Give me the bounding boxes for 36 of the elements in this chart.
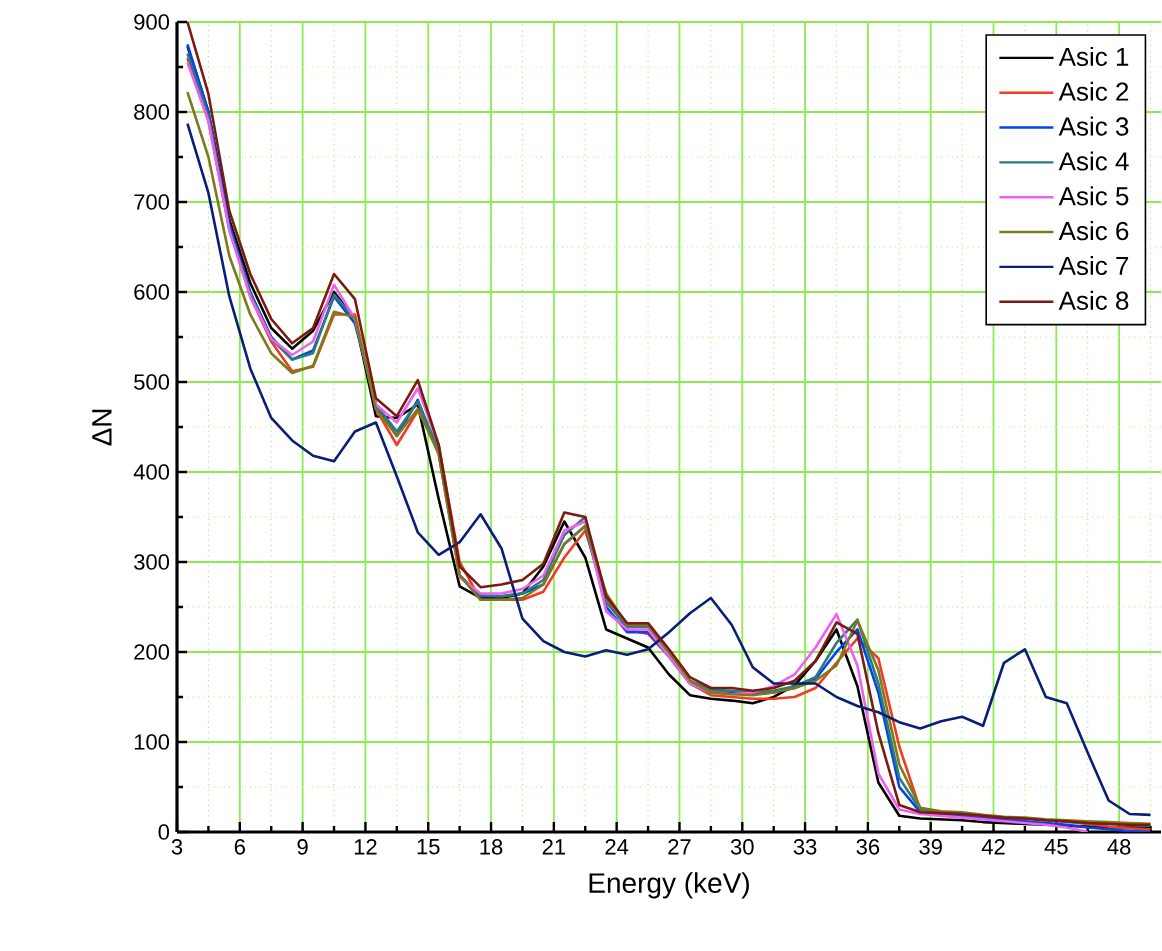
x-tick-label: 36 <box>856 839 880 855</box>
legend-label: Asic 1 <box>1058 46 1129 67</box>
x-tick-label: 3 <box>171 839 183 855</box>
y-tick-label: 800 <box>134 104 170 120</box>
legend-label: Asic 2 <box>1058 81 1129 101</box>
x-tick-label: 24 <box>605 839 629 855</box>
y-tick-label: 600 <box>134 284 170 300</box>
y-tick-label: 700 <box>134 194 170 210</box>
x-tick-label: 9 <box>297 839 308 855</box>
y-tick-label: 500 <box>134 374 170 390</box>
legend-label: Asic 5 <box>1058 186 1129 206</box>
y-tick-label: 300 <box>134 554 170 570</box>
y-axis-title: ΔN <box>92 409 112 446</box>
legend-label: Asic 4 <box>1058 151 1129 171</box>
x-tick-label: 15 <box>417 839 440 855</box>
y-tick-label: 400 <box>133 464 170 480</box>
y-tick-label: 0 <box>158 824 170 840</box>
legend-label: Asic 3 <box>1058 116 1129 136</box>
y-tick-label: 100 <box>134 734 170 750</box>
x-tick-label: 33 <box>793 839 817 855</box>
x-tick-label: 42 <box>981 839 1005 855</box>
y-tick-label: 900 <box>134 14 170 30</box>
x-tick-label: 30 <box>730 839 754 855</box>
x-axis-title: Energy (keV) <box>589 872 749 899</box>
x-tick-label: 48 <box>1107 839 1131 855</box>
x-tick-label: 12 <box>354 839 377 855</box>
x-tick-label: 27 <box>668 839 691 855</box>
x-tick-label: 6 <box>234 839 245 855</box>
legend-label: Asic 7 <box>1058 255 1129 276</box>
x-tick-label: 39 <box>919 839 942 855</box>
y-tick-label: 200 <box>134 644 170 660</box>
legend-label: Asic 8 <box>1058 290 1129 310</box>
x-tick-label: 21 <box>542 839 566 855</box>
legend-label: Asic 6 <box>1058 221 1129 241</box>
x-tick-label: 18 <box>480 839 503 855</box>
x-tick-label: 45 <box>1044 839 1068 855</box>
